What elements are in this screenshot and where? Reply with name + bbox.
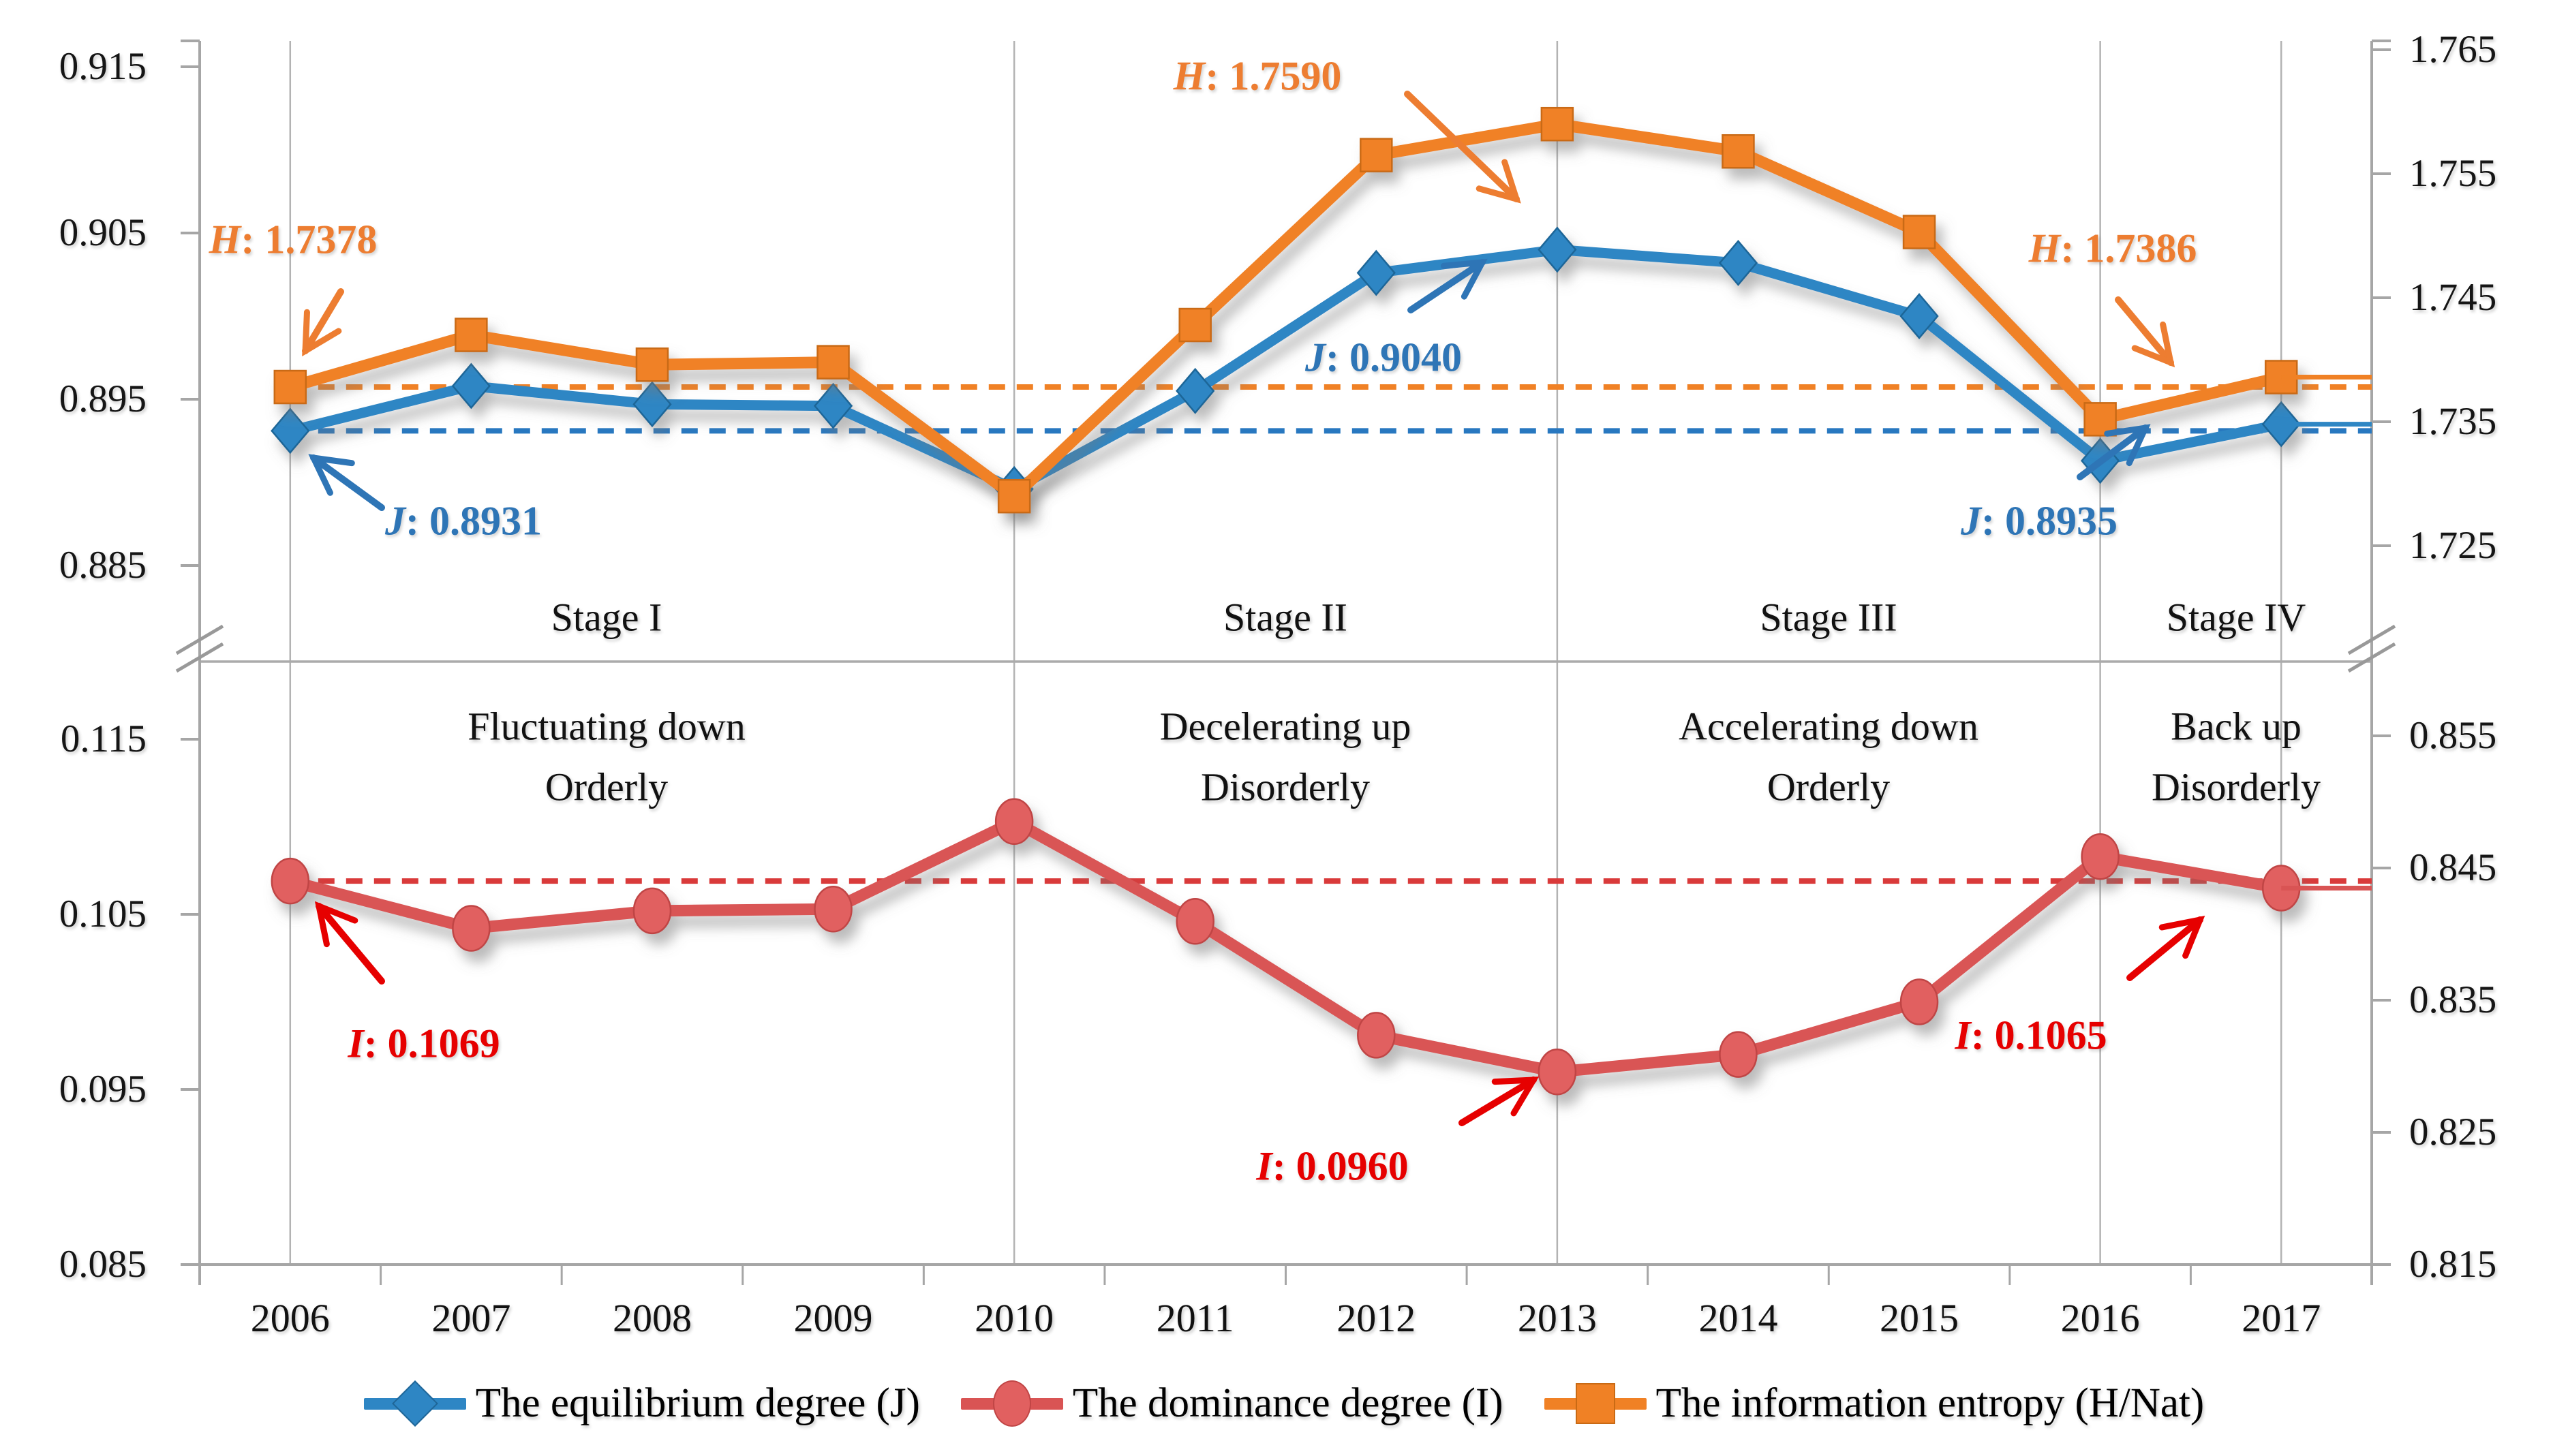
data-point-diamond [1899,293,1939,339]
series-circle [271,798,2301,1096]
data-point-square [1540,106,1574,142]
data-point-diamond [1538,226,1577,273]
annotation-arrow-icon [2126,915,2205,981]
data-point-square [816,345,850,380]
data-point-square [1360,138,1393,172]
legend-line-blue [363,1380,466,1427]
data-point-circle [452,905,491,952]
data-point-square [1902,215,1936,249]
legend-label: The equilibrium degree (J) [475,1380,920,1426]
data-point-circle [2081,833,2120,880]
data-point-square [2083,402,2117,437]
data-point-circle [1538,1049,1577,1096]
data-point-circle [1899,978,1939,1025]
data-point-circle [271,857,310,905]
legend-line-red [960,1380,1063,1427]
data-point-diamond [1718,239,1758,286]
data-point-square [635,347,669,382]
the-information-entropy-h-nat--line [284,118,2287,502]
annotation-arrow-icon [1407,258,1488,313]
legend-label: The information entropy (H/Nat) [1655,1380,2205,1426]
data-point-circle [814,886,853,933]
data-point-circle [1176,898,1214,945]
the-dominance-degree-i--line [284,816,2287,1078]
circle-marker-icon [992,1380,1031,1427]
axis-break-icon [175,642,224,673]
axis-break-icon [175,624,224,655]
data-point-diamond [632,381,672,428]
annotation-arrow-icon [2115,296,2175,368]
series-diamond [271,226,2301,512]
diamond-marker-icon [391,1380,438,1427]
data-point-square [1178,307,1212,343]
legend-line-orange [1544,1383,1647,1424]
data-point-diamond [1176,367,1215,414]
data-point-circle [632,887,672,935]
annotation-arrow-icon [1458,1076,1540,1126]
data-point-square [455,317,488,352]
data-point-diamond [271,407,310,454]
the-equilibrium-degree-j--line [285,244,2287,495]
data-point-circle [1357,1012,1396,1059]
data-point-circle [1719,1031,1758,1078]
legend-item-entropy: The information entropy (H/Nat) [1544,1380,2205,1427]
annotation-arrow-icon [314,901,385,985]
data-point-square [1722,134,1755,169]
legend-item-equilibrium: The equilibrium degree (J) [363,1380,920,1427]
legend-label: The dominance degree (I) [1072,1380,1503,1426]
data-point-square [997,478,1031,514]
data-point-diamond [813,382,853,429]
axis-break-icon [2347,624,2396,655]
data-point-diamond [451,362,491,409]
legend-item-dominance: The dominance degree (I) [960,1380,1503,1427]
data-point-circle [994,798,1034,846]
series-square [273,106,2298,514]
annotation-arrow-icon [308,454,385,511]
data-point-diamond [1356,249,1396,296]
data-point-square [273,369,307,405]
axis-break-icon [2347,642,2396,673]
square-marker-icon [1575,1383,1615,1424]
annotation-arrow-icon [2077,424,2151,480]
annotation-arrow-icon [1404,91,1521,204]
legend: The equilibrium degree (J) The dominance… [0,1363,2568,1444]
annotation-arrow-icon [302,288,344,357]
